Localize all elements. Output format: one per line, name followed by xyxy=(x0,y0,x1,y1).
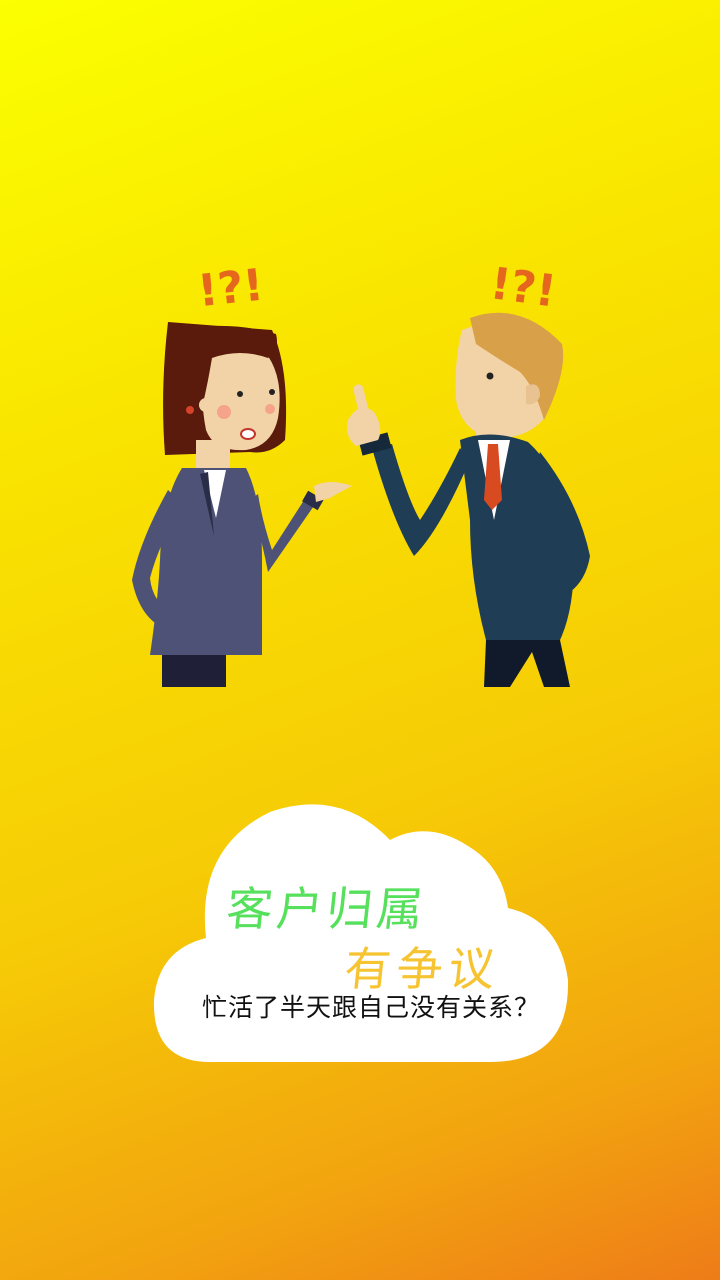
man-figure xyxy=(347,312,590,687)
cloud-bubble: 客户归属 有争议 忙活了半天跟自己没有关系？ xyxy=(150,800,570,1070)
subtitle-text: 忙活了半天跟自己没有关系？ xyxy=(202,993,541,1022)
cloud-shape xyxy=(153,804,569,1062)
woman-figure xyxy=(132,322,352,687)
man-exclamation: !?! xyxy=(487,258,559,318)
argument-illustration: !?! !?! xyxy=(132,258,590,687)
woman-exclamation: !?! xyxy=(195,260,266,318)
headline-line-1: 客户归属 xyxy=(223,882,430,936)
